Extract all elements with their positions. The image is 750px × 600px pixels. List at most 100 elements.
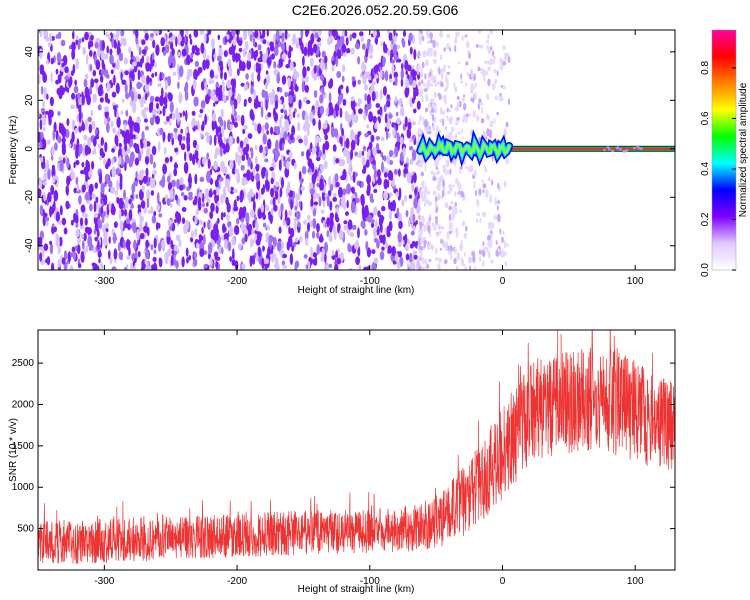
noise-speckle: [340, 92, 344, 101]
noise-speckle: [185, 110, 188, 122]
noise-speckle: [123, 57, 128, 65]
noise-speckle: [170, 220, 173, 225]
noise-speckle: [202, 202, 205, 208]
faint-speckle: [434, 216, 438, 220]
noise-speckle: [376, 149, 382, 154]
faint-speckle: [618, 148, 622, 151]
faint-speckle: [505, 157, 509, 165]
noise-speckle: [198, 114, 203, 118]
noise-speckle: [205, 57, 210, 70]
faint-speckle: [478, 249, 482, 255]
faint-speckle: [468, 166, 472, 173]
noise-speckle: [200, 100, 206, 109]
noise-speckle: [89, 64, 93, 72]
noise-speckle: [156, 192, 160, 204]
noise-speckle: [138, 46, 142, 56]
faint-speckle: [420, 171, 425, 177]
noise-speckle: [166, 248, 172, 257]
faint-speckle: [428, 201, 432, 207]
noise-speckle: [369, 89, 374, 94]
noise-speckle: [264, 122, 269, 131]
faint-speckle: [432, 190, 437, 196]
noise-speckle: [81, 240, 85, 250]
noise-speckle: [298, 138, 303, 144]
noise-speckle: [119, 220, 124, 232]
noise-speckle: [206, 202, 209, 207]
noise-speckle: [273, 69, 279, 75]
noise-speckle: [47, 192, 52, 203]
faint-speckle: [489, 58, 493, 66]
faint-speckle: [436, 81, 440, 85]
noise-speckle: [98, 172, 103, 185]
faint-speckle: [437, 193, 441, 201]
noise-speckle: [358, 264, 362, 270]
noise-speckle: [46, 58, 49, 65]
noise-speckle: [292, 111, 296, 119]
noise-speckle: [358, 108, 363, 115]
noise-speckle: [60, 39, 66, 47]
noise-speckle: [284, 91, 289, 98]
noise-speckle: [345, 149, 349, 158]
noise-speckle: [77, 244, 81, 255]
noise-speckle: [152, 169, 157, 176]
faint-speckle: [461, 191, 464, 198]
noise-speckle: [149, 33, 155, 38]
faint-speckle: [485, 189, 489, 198]
noise-speckle: [217, 200, 220, 208]
noise-speckle: [107, 98, 110, 104]
noise-speckle: [243, 124, 248, 130]
noise-speckle: [53, 190, 59, 202]
noise-speckle: [412, 252, 415, 263]
faint-speckle: [460, 257, 464, 264]
noise-speckle: [243, 206, 247, 215]
noise-speckle: [335, 181, 340, 188]
noise-speckle: [214, 179, 219, 188]
noise-speckle: [310, 197, 314, 209]
faint-speckle: [458, 169, 462, 174]
noise-speckle: [231, 237, 236, 246]
noise-speckle: [292, 33, 296, 40]
noise-speckle: [68, 143, 72, 148]
noise-speckle: [193, 30, 199, 38]
noise-speckle: [83, 248, 87, 257]
noise-speckle: [174, 147, 179, 153]
faint-speckle: [439, 54, 443, 61]
faint-speckle: [458, 190, 461, 195]
noise-speckle: [75, 147, 79, 159]
noise-speckle: [232, 248, 235, 259]
noise-speckle: [197, 199, 202, 211]
noise-speckle: [108, 236, 111, 244]
noise-speckle: [185, 30, 189, 37]
faint-speckle: [418, 80, 421, 87]
faint-speckle: [499, 64, 504, 71]
noise-speckle: [191, 153, 196, 166]
noise-speckle: [382, 86, 387, 96]
noise-speckle: [165, 43, 170, 54]
noise-speckle: [394, 146, 399, 158]
noise-speckle: [413, 108, 417, 114]
noise-speckle: [346, 48, 351, 54]
noise-speckle: [81, 184, 86, 193]
noise-speckle: [209, 256, 213, 266]
noise-speckle: [186, 54, 191, 66]
noise-speckle: [354, 42, 360, 50]
noise-speckle: [318, 170, 321, 179]
noise-speckle: [144, 176, 149, 183]
noise-speckle: [253, 100, 259, 109]
faint-speckle: [603, 148, 606, 152]
noise-speckle: [225, 196, 229, 206]
noise-speckle: [140, 200, 146, 209]
faint-speckle: [420, 157, 424, 166]
noise-speckle: [88, 245, 92, 251]
noise-speckle: [252, 167, 256, 176]
noise-speckle: [281, 32, 285, 43]
noise-speckle: [413, 197, 418, 209]
noise-speckle: [185, 81, 189, 89]
noise-speckle: [384, 113, 388, 124]
noise-speckle: [354, 151, 359, 157]
noise-speckle: [104, 173, 110, 184]
noise-speckle: [81, 37, 85, 43]
noise-speckle: [254, 216, 258, 222]
noise-speckle: [101, 212, 105, 224]
noise-speckle: [416, 100, 421, 110]
